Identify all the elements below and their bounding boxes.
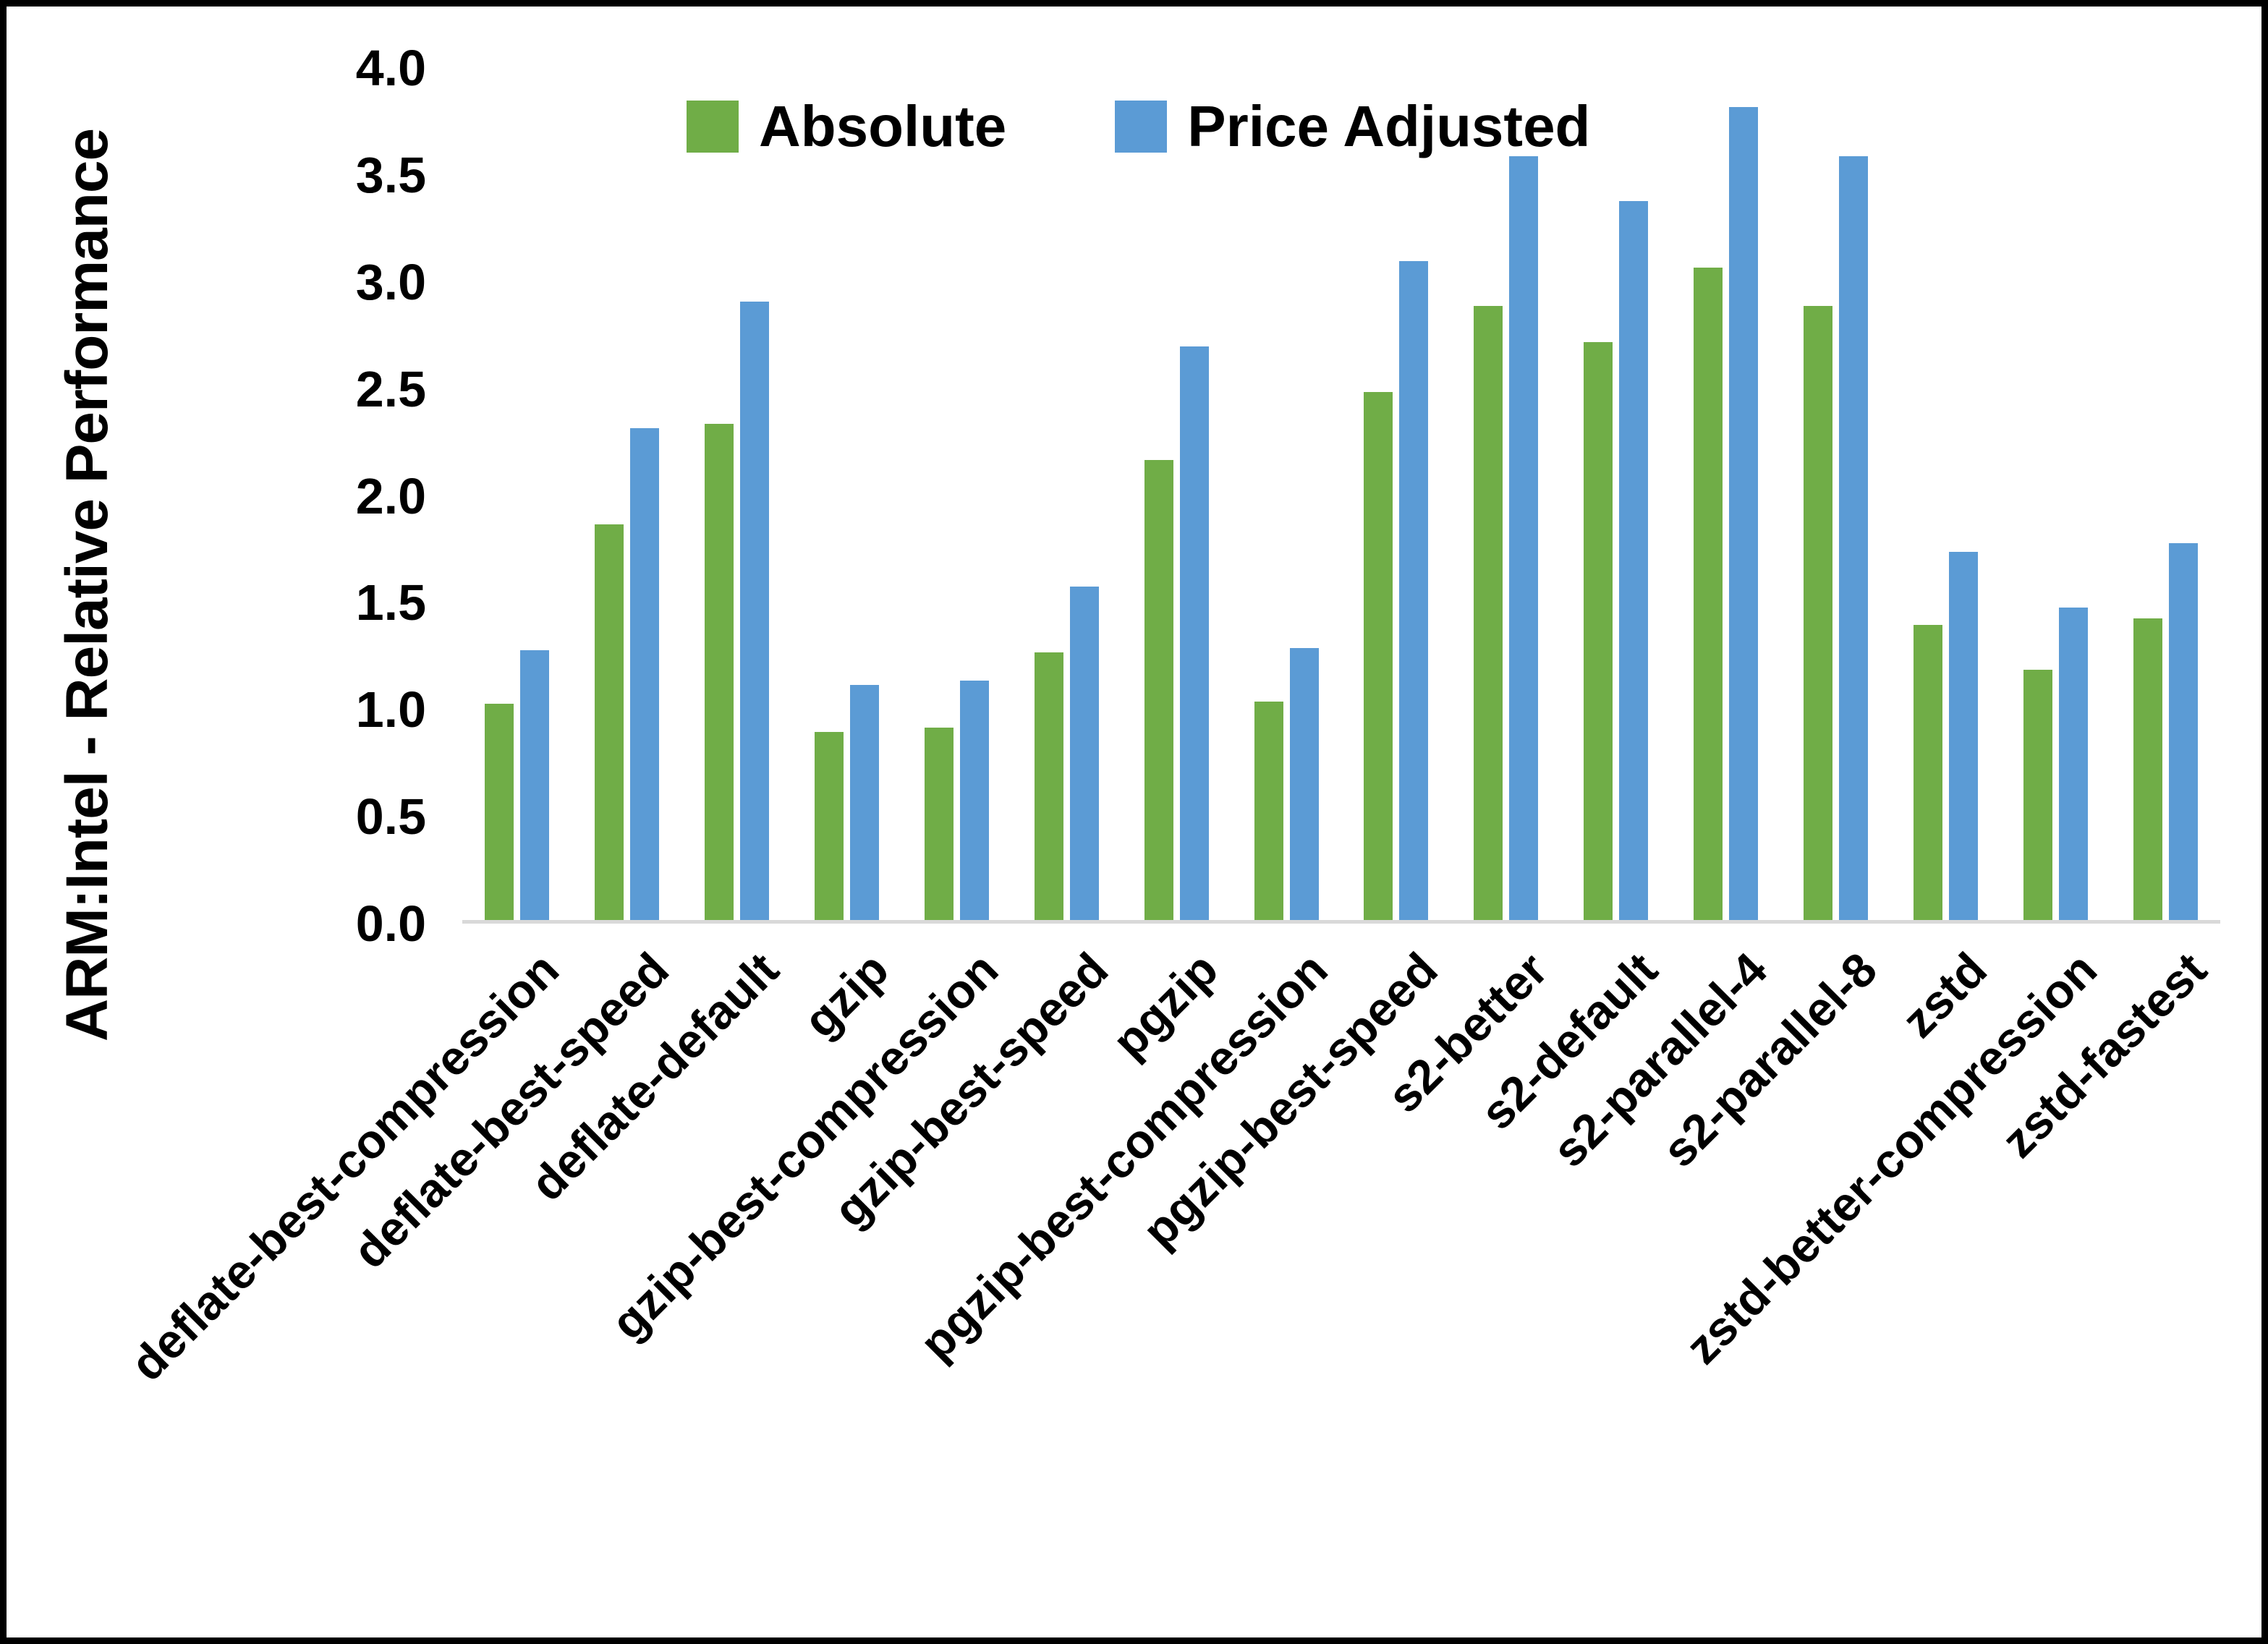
legend-item-absolute: Absolute <box>687 93 1006 160</box>
bar-price-adjusted <box>1619 201 1649 920</box>
plot-area: deflate-best-compression deflate-best-spe… <box>120 68 2220 1391</box>
bar-price-adjusted <box>1179 346 1209 920</box>
bar-group: deflate-best-compression <box>120 68 572 1391</box>
bar-group: zstd-fastest <box>1991 68 2220 1167</box>
bar-price-adjusted <box>740 302 770 920</box>
legend-swatch-absolute-icon <box>687 101 739 153</box>
bar-absolute <box>595 524 624 920</box>
bar-group: pgzip-best-compression <box>909 68 1341 1370</box>
bar-absolute <box>2023 669 2052 920</box>
bar-price-adjusted <box>1509 156 1539 920</box>
bar-price-adjusted <box>1838 156 1868 920</box>
bar-groups: deflate-best-compression deflate-best-spe… <box>120 68 2220 1391</box>
y-tick-label: 3.0 <box>355 253 426 310</box>
y-tick-label: 3.5 <box>355 146 426 203</box>
legend: Absolute Price Adjusted <box>687 93 1590 160</box>
y-tick-label: 2.0 <box>355 467 426 524</box>
bar-absolute <box>2133 618 2162 920</box>
bar-absolute <box>705 423 734 920</box>
bar-price-adjusted <box>850 684 880 920</box>
bar-absolute <box>1803 306 1832 920</box>
bar-price-adjusted <box>1069 586 1099 920</box>
bar-price-adjusted <box>1399 261 1429 920</box>
bar-absolute <box>1694 267 1723 920</box>
bar-group: s2-default <box>1470 68 1671 1139</box>
legend-label-absolute: Absolute <box>759 94 1007 158</box>
y-axis-ticks: 0.0 0.5 1.0 1.5 2.0 2.5 3.0 3.5 4.0 <box>7 7 2261 1637</box>
bar-absolute <box>1474 306 1503 920</box>
bar-absolute <box>1913 624 1942 920</box>
bar-absolute <box>1364 391 1393 920</box>
y-tick-label: 1.5 <box>355 574 426 631</box>
bar-group: gzip <box>792 68 902 1047</box>
bar-absolute <box>1144 460 1173 920</box>
bar-price-adjusted <box>630 427 660 920</box>
legend-item-price-adjusted: Price Adjusted <box>1115 93 1590 160</box>
bar-group: pgzip <box>1102 68 1231 1068</box>
bar-price-adjusted <box>959 680 989 920</box>
y-tick-label: 4.0 <box>355 40 426 96</box>
bar-absolute <box>924 727 954 920</box>
bar-group: s2-parallel-4 <box>1542 68 1781 1177</box>
bar-absolute <box>815 731 844 920</box>
bar-absolute <box>1254 702 1283 920</box>
bar-group: s2-better <box>1377 68 1561 1123</box>
bar-group: gzip-best-speed <box>823 68 1121 1237</box>
bar-price-adjusted <box>2058 608 2088 920</box>
bar-price-adjusted <box>1948 552 1978 920</box>
legend-label-price-adjusted: Price Adjusted <box>1187 94 1591 158</box>
bar-price-adjusted <box>1729 107 1759 920</box>
y-tick-label: 1.0 <box>355 681 426 738</box>
bar-absolute <box>485 704 514 920</box>
bar-group: s2-parallel-8 <box>1652 68 1891 1177</box>
bar-absolute <box>1584 342 1613 920</box>
bar-group: pgzip-best-speed <box>1132 68 1451 1258</box>
bar-absolute <box>1034 652 1063 920</box>
bar-group: deflate-default <box>519 68 792 1211</box>
bar-group: zstd <box>1890 68 2000 1047</box>
bar-price-adjusted <box>2168 543 2198 920</box>
bar-group: gzip-best-compression <box>600 68 1012 1350</box>
bar-price-adjusted <box>1289 648 1319 920</box>
y-tick-label: 2.5 <box>355 360 426 417</box>
y-tick-label: 0.5 <box>355 788 426 846</box>
y-tick-label: 0.0 <box>355 895 426 952</box>
bar-group: deflate-best-speed <box>342 68 682 1278</box>
legend-swatch-price-adjusted-icon <box>1115 101 1168 153</box>
bar-group: zstd-better-compression <box>1675 68 2110 1374</box>
bar-price-adjusted <box>520 650 550 920</box>
